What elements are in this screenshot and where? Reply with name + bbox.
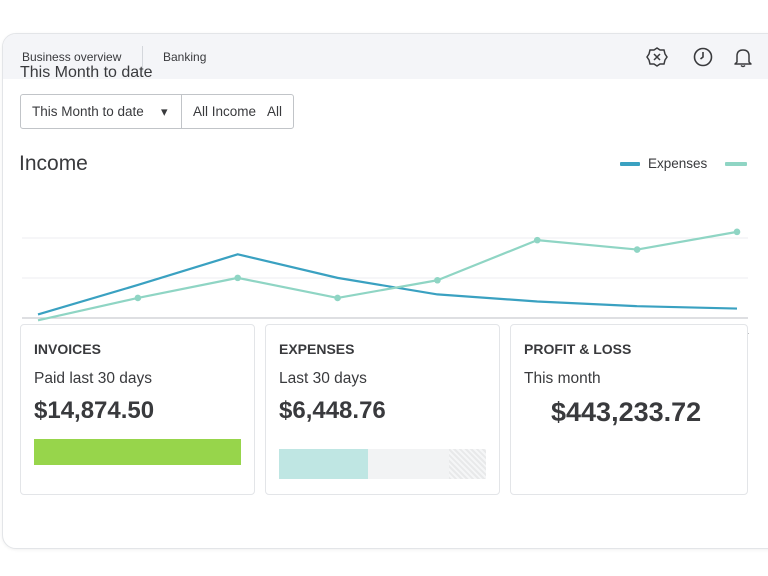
expenses-bar: [279, 449, 486, 479]
invoices-heading: INVOICES: [34, 341, 101, 357]
expenses-card[interactable]: EXPENSES Last 30 days $6,448.76: [265, 324, 500, 495]
legend-label-expenses: Expenses: [648, 156, 708, 171]
series-point: [633, 246, 641, 253]
income-line-chart: Aug 1Aug 11: [22, 228, 749, 337]
profit-loss-heading: PROFIT & LOSS: [524, 341, 632, 357]
filter-bar: This Month to date ▾ All Income All: [20, 94, 294, 129]
top-bar: Business overview Banking: [3, 34, 768, 79]
expenses-bar-hatch: [449, 449, 486, 479]
period-select[interactable]: This Month to date ▾: [21, 95, 182, 128]
series-point: [733, 228, 741, 236]
tab-divider: [142, 46, 143, 72]
series-line-expenses: [37, 253, 738, 316]
settings-badge-icon[interactable]: [646, 46, 668, 68]
expenses-amount: $6,448.76: [279, 397, 386, 424]
period-select-value: This Month to date: [32, 104, 144, 119]
caret-down-icon: ▾: [161, 104, 168, 119]
income-filter[interactable]: All Income: [193, 104, 257, 119]
series-point: [334, 294, 341, 302]
all-filter[interactable]: All: [267, 104, 283, 119]
section-title: This Month to date: [20, 64, 153, 81]
invoices-subtitle: Paid last 30 days: [34, 370, 153, 387]
series-point: [533, 236, 541, 244]
profit-loss-amount: $443,233.72: [551, 397, 702, 427]
series-point: [434, 276, 441, 284]
legend-swatch-expenses: [620, 162, 640, 166]
invoices-amount: $14,874.50: [34, 397, 155, 424]
series-point: [234, 274, 242, 282]
expenses-heading: EXPENSES: [279, 341, 355, 357]
profit-loss-card[interactable]: PROFIT & LOSS This month $443,233.72: [510, 324, 748, 495]
tab-business-overview[interactable]: Business overview: [22, 50, 122, 64]
bell-icon[interactable]: [732, 46, 754, 68]
invoices-card[interactable]: INVOICES Paid last 30 days $14,874.50: [20, 324, 255, 495]
series-point: [134, 294, 142, 302]
series-line-income: [37, 230, 738, 322]
expenses-subtitle: Last 30 days: [279, 370, 367, 387]
expenses-bar-fill: [279, 449, 368, 479]
invoices-paid-bar: [34, 439, 241, 465]
tab-banking[interactable]: Banking: [163, 50, 207, 64]
profit-loss-subtitle: This month: [524, 370, 601, 387]
legend-swatch-income: [725, 162, 747, 166]
clock-icon[interactable]: [692, 46, 714, 68]
chart-title: Income: [19, 152, 88, 175]
